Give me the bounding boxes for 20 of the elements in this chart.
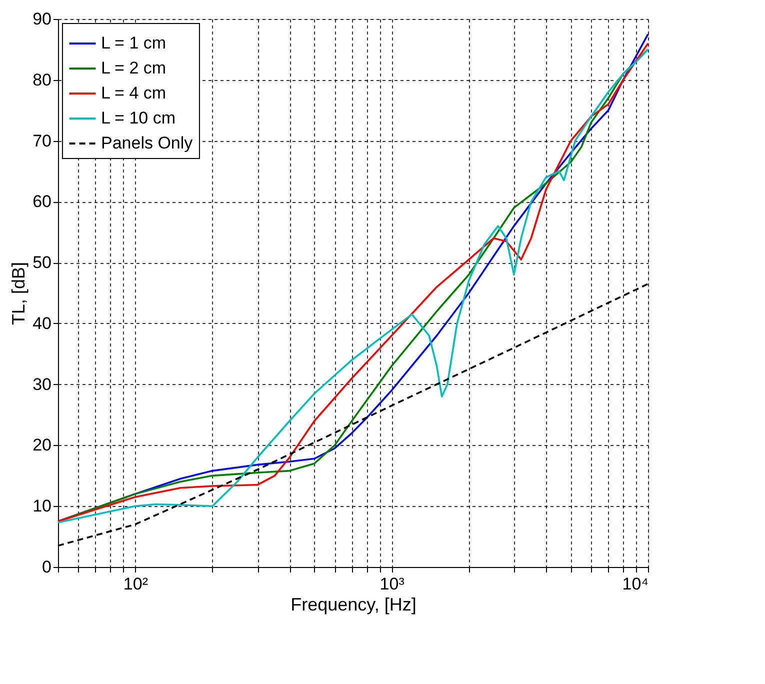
legend-label: Panels Only <box>101 134 194 152</box>
y-axis-title: TL, [dB] <box>8 262 29 326</box>
x-tick-label: 10² <box>123 574 148 594</box>
y-tick-label: 80 <box>32 70 52 90</box>
y-tick-label: 10 <box>32 496 52 516</box>
y-tick-label: 90 <box>32 10 52 28</box>
legend-label: L = 1 cm <box>101 34 166 52</box>
y-tick-label: 50 <box>32 253 52 272</box>
x-tick-label: 10³ <box>380 574 405 594</box>
y-tick-label: 30 <box>32 374 52 394</box>
y-tick-label: 0 <box>42 558 52 576</box>
y-tick-label: 40 <box>32 314 52 333</box>
y-tick-label: 70 <box>32 131 52 150</box>
legend-label: L = 2 cm <box>101 58 166 78</box>
legend-label: L = 10 cm <box>101 108 176 128</box>
y-tick-label: 60 <box>32 192 52 212</box>
x-tick-label: 10⁴ <box>622 574 648 594</box>
y-tick-label: 20 <box>32 436 52 455</box>
x-axis-title: Frequency, [Hz] <box>290 594 416 614</box>
legend-label: L = 4 cm <box>101 84 166 102</box>
